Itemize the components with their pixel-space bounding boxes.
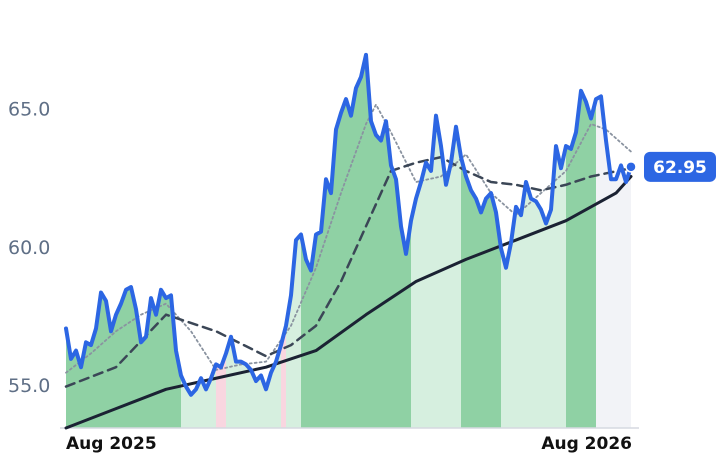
x-tick-label: Aug 2025 [66, 434, 157, 454]
last-value-badge [644, 151, 716, 182]
y-tick-label: 60.0 [8, 237, 50, 259]
shade-region [66, 54, 181, 428]
x-tick-label: Aug 2026 [541, 434, 632, 454]
shade-region [281, 54, 286, 428]
last-value-label: 62.95 [653, 158, 707, 178]
series-line [64, 174, 633, 430]
y-tick-label: 65.0 [8, 99, 50, 121]
shade-region [181, 54, 216, 428]
series-line [64, 52, 633, 397]
shade-region [501, 54, 566, 428]
series-line [65, 103, 632, 374]
y-tick-label: 55.0 [8, 375, 50, 397]
shade-region [461, 54, 501, 428]
shade-region [596, 54, 631, 428]
shade-region [286, 54, 301, 428]
last-point [625, 161, 637, 173]
shade-region [411, 54, 461, 428]
